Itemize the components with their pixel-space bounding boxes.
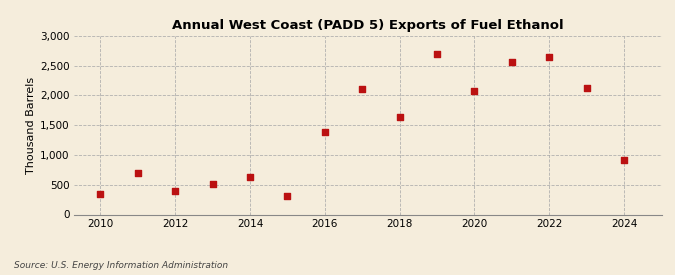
Title: Annual West Coast (PADD 5) Exports of Fuel Ethanol: Annual West Coast (PADD 5) Exports of Fu…: [172, 19, 564, 32]
Point: [244, 175, 255, 179]
Point: [619, 158, 630, 163]
Point: [394, 115, 405, 119]
Point: [207, 181, 218, 186]
Text: Source: U.S. Energy Information Administration: Source: U.S. Energy Information Administ…: [14, 260, 227, 270]
Point: [319, 130, 330, 134]
Point: [95, 191, 106, 196]
Point: [506, 60, 517, 64]
Point: [357, 87, 368, 92]
Point: [132, 171, 143, 176]
Point: [170, 189, 181, 194]
Point: [469, 88, 480, 93]
Point: [282, 194, 293, 198]
Y-axis label: Thousand Barrels: Thousand Barrels: [26, 76, 36, 174]
Point: [544, 55, 555, 59]
Point: [581, 85, 592, 90]
Point: [432, 51, 443, 56]
